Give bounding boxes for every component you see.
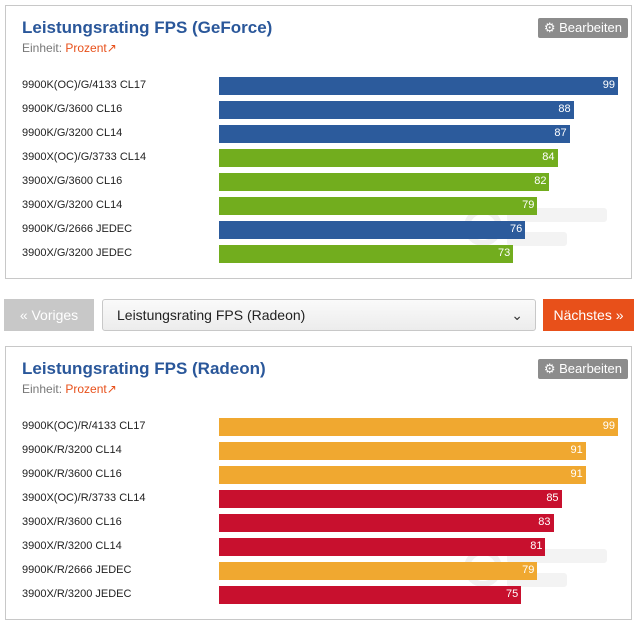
- external-link-icon: ↗: [106, 41, 117, 55]
- category-label: 9900K(OC)/R/4133 CL17: [22, 420, 146, 432]
- data-label: 99: [602, 420, 615, 432]
- edit-label: Bearbeiten: [559, 361, 622, 376]
- chart-panel-geforce: Leistungsrating FPS (GeForce) Einheit: P…: [5, 5, 632, 279]
- unit-label: Einheit:: [22, 382, 63, 396]
- category-label: 9900K(OC)/G/4133 CL17: [22, 79, 147, 91]
- bar: 83: [219, 514, 554, 532]
- bar: 99: [219, 418, 618, 436]
- next-button[interactable]: Nächstes »: [543, 299, 634, 331]
- edit-button[interactable]: ⚙ Bearbeiten: [537, 18, 628, 38]
- category-label: 3900X/R/3200 JEDEC: [22, 588, 132, 600]
- unit-label: Einheit:: [22, 41, 63, 55]
- category-label: 9900K/G/2666 JEDEC: [22, 223, 133, 235]
- unit-line: Einheit: Prozent↗: [22, 382, 117, 396]
- chart-select-value: Leistungsrating FPS (Radeon): [117, 307, 306, 323]
- data-label: 88: [558, 103, 571, 115]
- data-label: 73: [497, 247, 511, 259]
- bar-row: 3900X/G/3200 CL14 79: [6, 197, 633, 215]
- bar-row: 9900K/G/2666 JEDEC 76: [6, 221, 633, 239]
- bar: 88: [219, 101, 574, 119]
- bar-row: 9900K/R/2666 JEDEC 79: [6, 562, 633, 580]
- bar-row: 3900X/G/3200 JEDEC 73: [6, 245, 633, 263]
- data-label: 75: [506, 588, 519, 600]
- bar-row: 3900X(OC)/R/3733 CL14 85: [6, 490, 633, 508]
- bar: 91: [219, 442, 586, 460]
- edit-label: Bearbeiten: [559, 20, 622, 35]
- category-label: 9900K/G/3200 CL14: [22, 127, 123, 139]
- data-label: 79: [522, 199, 535, 211]
- unit-link[interactable]: Prozent: [65, 382, 107, 396]
- data-label: 81: [530, 540, 543, 552]
- data-label: 83: [538, 516, 551, 528]
- gear-icon: ⚙: [543, 361, 556, 376]
- chart-select[interactable]: Leistungsrating FPS (Radeon) ⌄: [102, 299, 536, 331]
- chart-title: Leistungsrating FPS (GeForce): [22, 18, 273, 37]
- category-label: 9900K/R/3600 CL16: [22, 468, 122, 480]
- bar: 75: [219, 586, 522, 604]
- chevron-down-icon: ⌄: [511, 307, 523, 323]
- data-label: 87: [554, 127, 567, 139]
- category-label: 3900X/G/3200 CL14: [22, 199, 123, 211]
- chart-title: Leistungsrating FPS (Radeon): [22, 359, 266, 378]
- bar: 84: [219, 149, 558, 167]
- category-label: 3900X(OC)/R/3733 CL14: [22, 492, 146, 504]
- bar: 76: [219, 221, 526, 239]
- chart-panel-radeon: Leistungsrating FPS (Radeon) Einheit: Pr…: [5, 346, 632, 620]
- bar: 82: [219, 173, 550, 191]
- bar-row: 9900K/R/3600 CL16 91: [6, 466, 633, 484]
- external-link-icon: ↗: [106, 382, 117, 396]
- bar: 81: [219, 538, 546, 556]
- bar: 79: [219, 197, 538, 215]
- previous-button[interactable]: « Voriges: [4, 299, 94, 331]
- bar-row: 3900X/R/3600 CL16 83: [6, 514, 633, 532]
- bar-row: 3900X/R/3200 JEDEC 75: [6, 586, 633, 604]
- data-label: 79: [522, 564, 535, 576]
- unit-link[interactable]: Prozent: [65, 41, 107, 55]
- bar-row: 9900K/G/3200 CL14 87: [6, 125, 633, 143]
- data-label: 91: [570, 444, 583, 456]
- bar-row: 3900X/R/3200 CL14 81: [6, 538, 633, 556]
- data-label: 84: [542, 151, 555, 163]
- category-label: 3900X(OC)/G/3733 CL14: [22, 151, 147, 163]
- data-label: 85: [546, 492, 559, 504]
- category-label: 9900K/G/3600 CL16: [22, 103, 123, 115]
- bar-row: 9900K/R/3200 CL14 91: [6, 442, 633, 460]
- category-label: 3900X/R/3200 CL14: [22, 540, 122, 552]
- data-label: 82: [534, 175, 547, 187]
- bar: 79: [219, 562, 538, 580]
- category-label: 9900K/R/3200 CL14: [22, 444, 122, 456]
- category-label: 3900X/G/3600 CL16: [22, 175, 123, 187]
- bar: 99: [219, 77, 618, 95]
- data-label: 76: [510, 223, 523, 235]
- category-label: 3900X/R/3600 CL16: [22, 516, 122, 528]
- bar: 85: [219, 490, 562, 508]
- gear-icon: ⚙: [543, 20, 556, 35]
- category-label: 3900X/G/3200 JEDEC: [22, 247, 133, 259]
- bar-row: 9900K/G/3600 CL16 88: [6, 101, 633, 119]
- bar: 87: [219, 125, 570, 143]
- data-label: 99: [602, 79, 615, 91]
- bar-row: 3900X(OC)/G/3733 CL14 84: [6, 149, 633, 167]
- edit-button[interactable]: ⚙ Bearbeiten: [537, 359, 628, 379]
- bar-row: 9900K(OC)/G/4133 CL17 99: [6, 77, 633, 95]
- bar: 73: [219, 245, 514, 263]
- unit-line: Einheit: Prozent↗: [22, 41, 117, 55]
- bar-row: 9900K(OC)/R/4133 CL17 99: [6, 418, 633, 436]
- category-label: 9900K/R/2666 JEDEC: [22, 564, 132, 576]
- data-label: 91: [570, 468, 583, 480]
- bar: 91: [219, 466, 586, 484]
- bar-row: 3900X/G/3600 CL16 82: [6, 173, 633, 191]
